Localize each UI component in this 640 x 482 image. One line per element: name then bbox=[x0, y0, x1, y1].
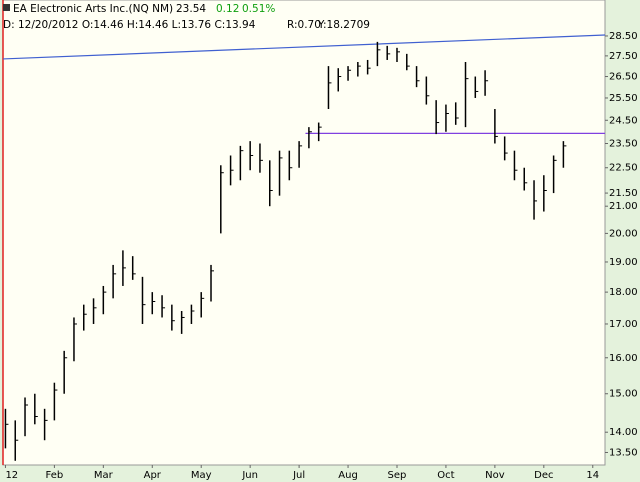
y-tick-label: 18.00 bbox=[609, 287, 638, 298]
change-pct: 0.51% bbox=[242, 3, 275, 15]
y-tick-label: 26.50 bbox=[609, 72, 638, 83]
change: 0.12 bbox=[216, 3, 239, 15]
x-tick-label: Nov bbox=[485, 470, 505, 481]
icon bbox=[3, 4, 10, 11]
y-tick-label: 15.00 bbox=[609, 389, 638, 400]
x-tick-label: 12 bbox=[5, 470, 18, 481]
y-tick-label: 19.00 bbox=[609, 257, 638, 268]
y-tick-label: 17.00 bbox=[609, 319, 638, 330]
y-tick-label: 27.50 bbox=[609, 51, 638, 62]
y-tick-label: 22.50 bbox=[609, 163, 638, 174]
y-tick-label: 28.50 bbox=[609, 31, 638, 42]
y-info: Y:18.2709 bbox=[317, 19, 370, 31]
x-tick-label: May bbox=[191, 470, 212, 481]
x-tick-label: 14 bbox=[586, 470, 599, 481]
y-tick-label: 23.50 bbox=[609, 138, 638, 149]
x-tick-label: Jul bbox=[292, 470, 305, 481]
last-price: 23.54 bbox=[176, 3, 206, 15]
bar-info: D: 12/20/2012 O:14.46 H:14.46 L:13.76 C:… bbox=[3, 19, 256, 31]
x-tick-label: Mar bbox=[94, 470, 114, 481]
y-tick-label: 14.00 bbox=[609, 427, 638, 438]
x-tick-label: Jun bbox=[241, 470, 258, 481]
plot-area bbox=[2, 0, 606, 466]
x-tick-label: Feb bbox=[46, 470, 64, 481]
y-tick-label: 16.00 bbox=[609, 353, 638, 364]
y-tick-label: 25.50 bbox=[609, 93, 638, 104]
y-tick-label: 24.50 bbox=[609, 115, 638, 126]
x-tick-label: Oct bbox=[437, 470, 454, 481]
x-tick-label: Dec bbox=[534, 470, 553, 481]
r-info: R:0.70 bbox=[287, 19, 321, 31]
y-tick-label: 13.50 bbox=[609, 447, 638, 458]
title: EA Electronic Arts Inc.(NQ NM) bbox=[13, 3, 173, 15]
y-tick-label: 21.50 bbox=[609, 188, 638, 199]
y-tick-label: 20.00 bbox=[609, 228, 638, 239]
x-tick-label: Aug bbox=[338, 470, 358, 481]
x-tick-label: Apr bbox=[144, 470, 162, 481]
y-tick-label: 21.00 bbox=[609, 201, 638, 212]
trendline bbox=[2, 34, 606, 60]
x-tick-label: Sep bbox=[388, 470, 407, 481]
